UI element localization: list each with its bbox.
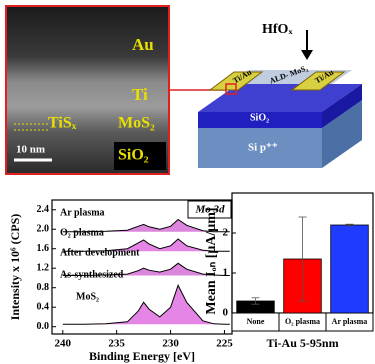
y-tick-label: 1 — [223, 267, 229, 279]
tem-label: Ti — [132, 85, 148, 104]
spectrum-label: After development — [60, 247, 140, 258]
x-tick-label: 240 — [55, 338, 72, 350]
tem-label: Au — [132, 35, 154, 54]
x-tick-label: 230 — [162, 338, 179, 350]
spectrum-label: O₂ plasma — [60, 227, 104, 238]
y-tick-label: 0.8 — [37, 282, 50, 293]
spectrum-label: MoS₂ — [76, 291, 99, 302]
x-tick-label: 235 — [108, 338, 125, 350]
substrate-label: Si p⁺⁺ — [248, 142, 278, 154]
y-tick-label: 2.4 — [37, 204, 50, 215]
bar — [331, 225, 369, 313]
y-tick-label: 0.4 — [37, 301, 50, 312]
y-tick-label: 2 — [223, 227, 229, 239]
x-tick-label: O₂ plasma — [285, 317, 320, 326]
y-tick-label: 0 — [223, 307, 229, 319]
tem-label: TiSₓ — [48, 115, 77, 132]
figure: Au Ti TiSₓ MoS₂ SiO₂ 10 nm HfOₓ Ti/Au AL… — [0, 0, 375, 364]
arrow-head — [301, 50, 313, 60]
tem-label: MoS₂ — [118, 115, 155, 132]
oxide-label: SiO₂ — [250, 112, 269, 123]
x-tick-label: None — [247, 317, 265, 326]
y-tick-label: 0.0 — [37, 321, 50, 332]
y-tick-label: 2.0 — [37, 224, 50, 235]
x-tick-label: 225 — [216, 338, 233, 350]
spectrum-label: Ar plasma — [60, 207, 105, 218]
y-axis-label: Mean Iₒₙ [μA/μm] — [204, 207, 219, 314]
scale-label: 10 nm — [16, 144, 45, 156]
spectrum-label: As-synthesized — [60, 269, 124, 280]
gate-label: HfOₓ — [262, 22, 293, 37]
y-axis-label: Intensity x 10⁶ (CPS) — [8, 214, 22, 321]
x-axis-label: Ti-Au 5-95nm — [266, 336, 338, 350]
tem-label: SiO₂ — [118, 147, 149, 164]
y-tick-label: 1.2 — [37, 263, 50, 274]
y-tick-label: 1.6 — [37, 243, 50, 254]
x-axis-label: Binding Energy [eV] — [89, 349, 195, 363]
x-tick-label: Ar plasma — [332, 317, 368, 326]
